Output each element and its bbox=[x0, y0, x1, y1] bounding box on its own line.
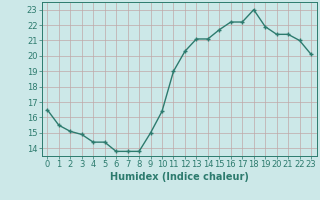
X-axis label: Humidex (Indice chaleur): Humidex (Indice chaleur) bbox=[110, 172, 249, 182]
